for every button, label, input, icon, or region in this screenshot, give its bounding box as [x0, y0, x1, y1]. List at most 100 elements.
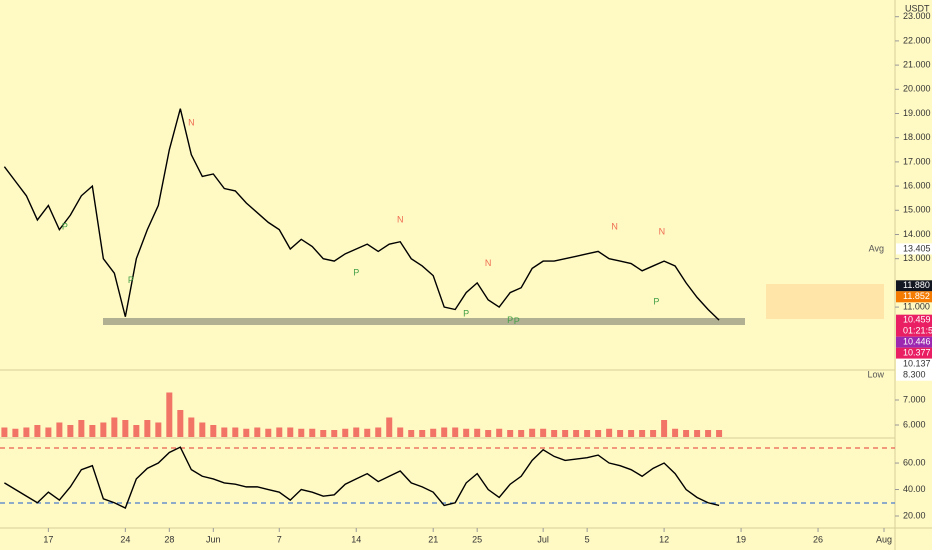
- volume-bar: [639, 430, 646, 437]
- volume-bar: [441, 427, 448, 437]
- volume-bar: [628, 430, 635, 437]
- series-line: [3, 108, 720, 321]
- volume-bar: [144, 420, 151, 437]
- volume-bar: [353, 427, 360, 437]
- price-tag: [896, 336, 932, 348]
- signal-label: N: [659, 226, 666, 236]
- signal-label: P: [653, 297, 659, 307]
- signal-label: N: [397, 214, 404, 224]
- support-zone: [103, 318, 745, 325]
- volume-bar: [89, 425, 96, 437]
- price-tag: [896, 291, 932, 303]
- target-box: [766, 284, 884, 319]
- y-tick-label: 13.000: [903, 253, 931, 263]
- volume-bar: [111, 417, 118, 437]
- volume-bar: [573, 430, 580, 437]
- volume-bar: [694, 430, 701, 437]
- price-tag: [896, 347, 932, 359]
- signal-label: P: [62, 222, 68, 232]
- volume-bar: [232, 427, 239, 437]
- price-tag-label: 10.459: [903, 315, 931, 325]
- volume-bar: [584, 430, 591, 437]
- volume-bar: [386, 417, 393, 437]
- x-tick-label: 24: [120, 534, 130, 544]
- volume-bar: [34, 425, 41, 437]
- volume-bar: [309, 428, 316, 437]
- signal-label: P: [514, 316, 520, 326]
- volume-bar: [199, 422, 206, 437]
- x-tick-label: 25: [472, 534, 482, 544]
- volume-bar: [529, 428, 536, 437]
- volume-bar: [419, 430, 426, 437]
- price-tag: [896, 369, 932, 381]
- volume-bar: [551, 430, 558, 437]
- volume-bar: [496, 428, 503, 437]
- price-tag-label: 10.446: [903, 337, 931, 347]
- volume-bar: [342, 428, 349, 437]
- x-tick-label: 28: [164, 534, 174, 544]
- volume-bar: [463, 428, 470, 437]
- volume-bar: [45, 427, 52, 437]
- x-tick-label: 12: [659, 534, 669, 544]
- volume-bar: [78, 420, 85, 437]
- volume-bar: [298, 428, 305, 437]
- y-tick-label: 19.000: [903, 108, 931, 118]
- price-tag: [896, 314, 932, 337]
- volume-bar: [254, 427, 261, 437]
- volume-bar: [617, 430, 624, 437]
- x-tick-label: 21: [428, 534, 438, 544]
- signal-label: N: [611, 222, 618, 232]
- y-tick-label: 15.000: [903, 205, 931, 215]
- volume-bar: [1, 427, 8, 437]
- y-tick-label: 6.000: [903, 419, 926, 429]
- volume-bar: [287, 427, 294, 437]
- volume-bar: [276, 427, 283, 437]
- y-tick-label: 40.00: [903, 484, 926, 494]
- x-tick-label: 5: [585, 534, 590, 544]
- volume-bar: [265, 428, 272, 437]
- volume-bar: [56, 422, 63, 437]
- x-tick-label: 7: [277, 534, 282, 544]
- x-tick-label: Jul: [537, 534, 549, 544]
- x-tick-label: Jun: [206, 534, 221, 544]
- volume-bar: [672, 428, 679, 437]
- y-tick-label: 14.000: [903, 229, 931, 239]
- y-tick-label: 23.000: [903, 11, 931, 21]
- volume-bar: [430, 428, 437, 437]
- volume-bar: [397, 427, 404, 437]
- volume-bar: [12, 428, 19, 437]
- volume-bar: [507, 430, 514, 437]
- volume-bar: [133, 425, 140, 437]
- signal-label: P: [128, 275, 134, 285]
- volume-bar: [320, 430, 327, 437]
- volume-bar: [364, 428, 371, 437]
- price-tag-label: 13.405: [903, 243, 931, 253]
- volume-bar: [540, 428, 547, 437]
- unit-label: USDT: [905, 3, 930, 13]
- volume-bar: [562, 430, 569, 437]
- volume-bar: [375, 427, 382, 437]
- price-tag-label: 11.852: [903, 291, 930, 301]
- x-tick-label: 17: [43, 534, 53, 544]
- y-tick-label: 11.000: [903, 301, 930, 311]
- volume-bar: [243, 428, 250, 437]
- volume-bar: [518, 430, 525, 437]
- signal-label: N: [485, 258, 492, 268]
- x-tick-label: 26: [813, 534, 823, 544]
- volume-bar: [452, 427, 459, 437]
- volume-bar: [210, 425, 217, 437]
- y-tick-label: 60.00: [903, 457, 926, 467]
- volume-bar: [705, 430, 712, 437]
- y-tick-label: 20.00: [903, 510, 926, 520]
- volume-bar: [474, 428, 481, 437]
- price-tag-label: 8.300: [903, 370, 926, 380]
- volume-bar: [188, 417, 195, 437]
- volume-bar: [166, 392, 173, 437]
- price-tag-title: Avg: [869, 243, 884, 253]
- y-tick-label: 20.000: [903, 84, 931, 94]
- volume-bar: [122, 420, 129, 437]
- price-tag-label: 11.880: [903, 280, 930, 290]
- signal-label: N: [188, 118, 195, 128]
- price-tag-label: 10.137: [903, 359, 931, 369]
